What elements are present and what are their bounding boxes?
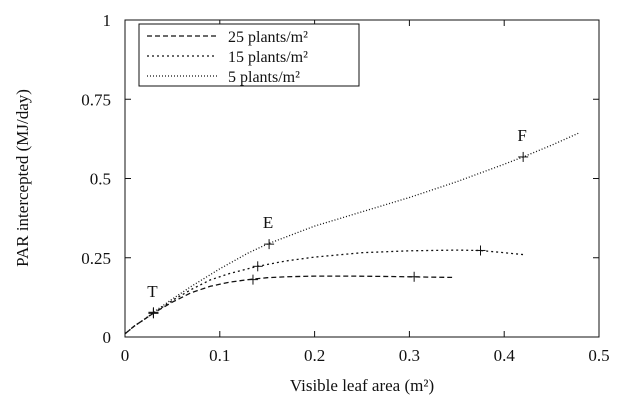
annotation-F: F [517,126,526,145]
y-tick-label: 0 [103,328,112,347]
y-tick-label: 0.75 [81,90,111,109]
series-markers [148,151,529,319]
legend-label-5: 5 plants/m² [228,69,300,86]
series-line-0 [124,275,453,335]
x-tick-label: 0.3 [399,346,420,365]
y-tick-label: 1 [103,11,112,30]
legend-box [138,23,360,87]
legend-label-25: 25 plants/m² [228,29,308,46]
series-marker [518,151,529,162]
y-axis-title: PAR intercepted (MJ/day) [13,89,32,267]
x-axis-title: Visible leaf area (m²) [290,376,434,395]
x-tick-label: 0.4 [494,346,516,365]
series-line-1 [124,249,524,335]
legend: 25 plants/m² 15 plants/m² 5 plants/m² [138,23,360,87]
x-tick-label: 0 [121,346,130,365]
series-marker [148,307,159,318]
legend-label-15: 15 plants/m² [228,49,308,66]
x-tick-label: 0.5 [588,346,609,365]
x-tick-label: 0.2 [304,346,325,365]
series-lines [124,131,581,335]
y-axis: 0 0.25 0.5 0.75 1 [81,11,599,347]
series-marker [475,245,486,256]
series-marker [247,274,258,285]
series-line-2 [124,131,581,335]
series-marker [264,239,275,250]
annotation-T: T [147,282,158,301]
y-tick-label: 0.25 [81,249,111,268]
series-marker [252,261,263,272]
y-tick-label: 0.5 [90,170,111,189]
annotation-E: E [263,213,273,232]
annotations: T E F [147,126,527,301]
x-tick-label: 0.1 [209,346,230,365]
x-axis: 0 0.1 0.2 0.3 0.4 0.5 [121,20,610,365]
series-marker [409,271,420,282]
plot-area: 0 0.1 0.2 0.3 0.4 0.5 0 0.25 0.5 0.75 1 T E F [81,11,609,365]
